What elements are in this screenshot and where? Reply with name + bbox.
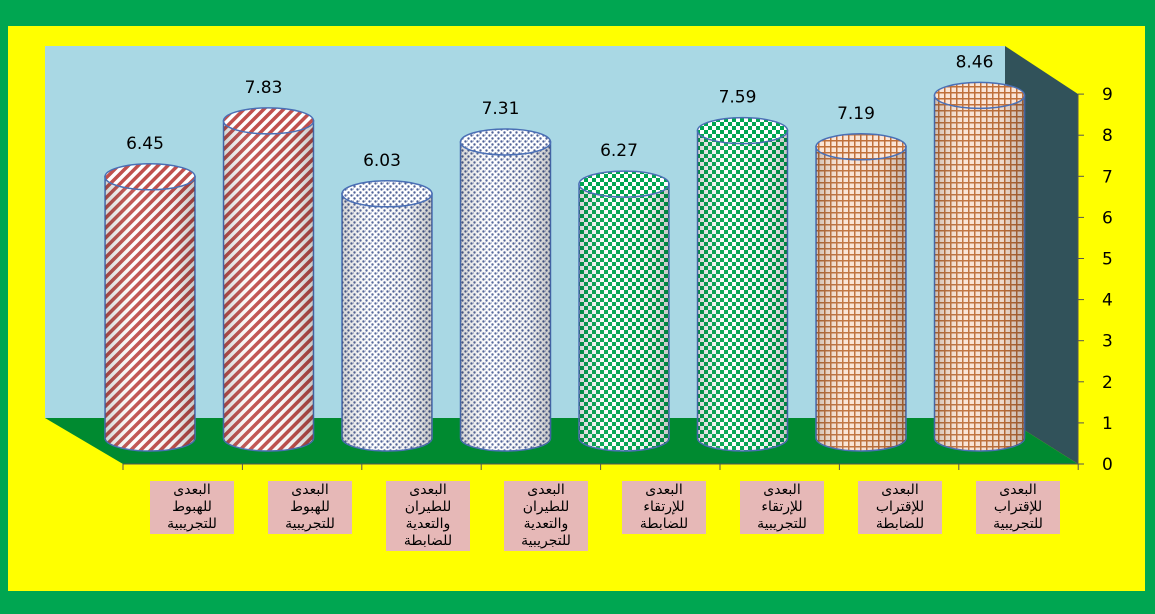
y-tick-label: 8 [1102,126,1113,146]
y-tick-label: 2 [1102,373,1113,393]
y-tick-label: 7 [1102,167,1113,187]
bar-shading [460,141,551,451]
bar-shading [816,146,906,451]
y-tick-label: 3 [1102,332,1113,352]
bar-cylinder [459,128,552,452]
floor [45,418,1078,464]
data-labels: 6.45 7.83 6.03 7.31 6.27 7.59 7.19 8.46 [126,52,993,170]
y-axis: 0 1 2 3 4 5 6 7 8 9 [1077,85,1113,475]
bar-top [104,163,196,191]
bar-shading [697,130,788,451]
bar-cylinder [696,116,789,452]
x-category-label: البعدى للهبوط للتجريبية [150,481,234,534]
bar-shading [579,184,669,451]
bars [104,81,1026,452]
bar-top [696,116,789,145]
bar-cylinder [933,81,1026,452]
y-tick-label: 1 [1102,414,1113,434]
data-label: 7.19 [837,104,875,124]
data-label: 7.59 [719,88,757,108]
x-category-label: البعدى للإرتقاء للتجريبية [740,481,824,534]
bar-top [578,170,670,198]
bar-cylinder [222,107,315,452]
bar-top [815,133,907,161]
y-tick-label: 4 [1102,291,1113,311]
bar-top [222,107,315,135]
bar-shading [934,95,1025,452]
bar-shading [223,120,314,451]
bar-top [459,128,552,156]
bar-cylinder [578,170,670,452]
bar-top [341,180,433,208]
data-label: 6.45 [126,134,164,154]
data-label: 8.46 [956,52,994,72]
bar-cylinder [815,133,907,452]
bar-chart: 0 1 2 3 4 5 6 7 8 9 6.45 7.83 6.03 7.31 6.27 7.59 7.19 8… [45,46,1113,475]
x-category-label: البعدى للطيران والتعدية للضابطة [386,481,470,551]
bar-cylinder [104,163,196,452]
x-category-label: البعدى للطيران والتعدية للتجريبية [504,481,588,551]
plot-walls [45,46,1078,464]
bar-cylinder [341,180,433,452]
data-label: 6.27 [600,141,638,161]
data-label: 7.31 [482,99,520,119]
y-tick-label: 5 [1102,250,1113,270]
bar-top [933,81,1026,110]
data-label: 7.83 [245,78,283,98]
bar-shading [342,193,432,451]
bar-shading [105,176,195,451]
x-category-label: البعدى للإقتراب للتجريبية [976,481,1060,534]
y-tick-label: 0 [1102,455,1113,475]
chart-frame: 0 1 2 3 4 5 6 7 8 9 6.45 7.83 6.03 7.31 6.27 7.59 7.19 8… [8,26,1145,591]
x-axis [122,463,1079,470]
y-tick-label: 9 [1102,85,1113,105]
x-category-label: البعدى للهبوط للتجريبية [268,481,352,534]
x-category-label: البعدى للإرتقاء للضابطة [622,481,706,534]
data-label: 6.03 [363,151,401,171]
x-category-label: البعدى للإقتراب للضابطة [858,481,942,534]
y-tick-label: 6 [1102,208,1113,228]
